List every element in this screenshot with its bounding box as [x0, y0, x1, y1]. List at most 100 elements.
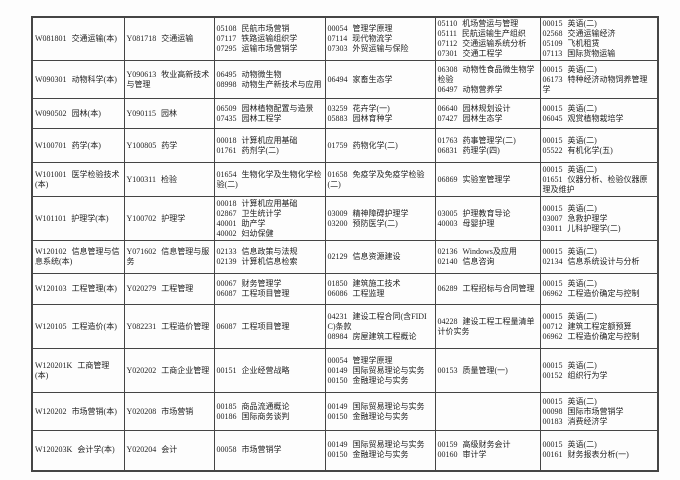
cell-session-2: 01658 免疫学及免疫学检验(二) — [324, 162, 436, 197]
course-entry: W120203K 会计学(本) — [35, 445, 122, 455]
course-entry: 00149 国际贸易理论与实务 — [328, 440, 433, 450]
course-title: 英语(二) — [567, 247, 597, 256]
cell-exam-program: Y090115 园林 — [123, 98, 215, 129]
course-code: 01651 — [542, 174, 563, 184]
course-title: 管理学原理 — [352, 355, 393, 365]
course-title: 动物科学(本) — [71, 74, 117, 84]
cell-exam-program: Y100311 检验 — [123, 162, 215, 197]
cell-session-2: 02129 信息资源建设 — [324, 240, 436, 274]
table-row: W120102 信息管理与信息系统(本) Y071602 信息管理与服务 02133 信息… — [31, 240, 659, 274]
course-code: 04228 — [437, 316, 458, 326]
cell-session-3: 03005 护理教育导论 40003 母婴护理 — [434, 196, 541, 241]
course-entry: 07427 园林生态学 — [438, 114, 538, 124]
course-entry: 00015 英语(二) — [543, 136, 656, 146]
course-title: 工商企业管理 — [161, 365, 210, 375]
course-title: 市场营销学 — [241, 445, 282, 455]
course-title: 园林 — [160, 108, 177, 118]
course-title: 药物化学(二) — [352, 140, 398, 150]
course-code: 00015 — [542, 440, 563, 450]
course-entry: 00712 建筑工程定额预算 — [543, 322, 656, 332]
cell-exam-program: Y100805 药学 — [123, 128, 215, 163]
course-code: W100701 — [35, 140, 67, 150]
course-title: 园林(本) — [71, 108, 101, 118]
course-code: 03011 — [542, 223, 563, 233]
course-code: 06509 — [216, 103, 237, 113]
course-title: 医学检验技术(本) — [35, 169, 120, 189]
cell-session-1: 00151 企业经营战略 — [213, 348, 326, 393]
course-entry: 06962 工程造价确定与控制 — [543, 332, 656, 342]
course-code: 06869 — [437, 174, 458, 184]
course-entry: Y081718 交通运输 — [127, 34, 212, 44]
course-title: 国际贸易理论与实务 — [352, 401, 425, 411]
course-code: 07435 — [216, 113, 237, 123]
course-code: 07112 — [437, 39, 458, 48]
course-entry: 00160 审计学 — [438, 450, 538, 460]
course-entry: 06869 实验室管理学 — [438, 175, 538, 185]
course-code: 40001 — [216, 218, 237, 228]
course-entry: 06495 动物微生物 — [217, 70, 323, 80]
cell-session-2: 01850 建筑施工技术 06086 工程监理 — [324, 273, 436, 305]
course-entry: 00153 质量管理(一) — [438, 366, 538, 376]
course-entry: W101001 医学检验技术(本) — [35, 170, 122, 190]
course-entry: 00015 英语(二) — [543, 279, 656, 289]
course-title: 建设工程工程量清单计价实务 — [437, 316, 535, 336]
course-title: 信息系统设计与分析 — [567, 257, 640, 266]
course-entry: Y071602 信息管理与服务 — [127, 247, 212, 267]
course-title: 药学 — [161, 140, 178, 150]
course-title: 工程管理 — [161, 284, 194, 293]
cell-session-3: 00159 高级财务会计 00160 审计学 — [434, 430, 541, 471]
course-title: 英语(二) — [567, 64, 597, 74]
course-entry: 00018 计算机应用基础 — [217, 136, 323, 146]
course-title: 动物生产新技术与应用 — [241, 79, 322, 89]
course-entry: 08984 房屋建筑工程概论 — [328, 332, 433, 342]
course-title: 妇幼保健 — [241, 228, 274, 238]
course-code: 06308 — [437, 64, 458, 74]
course-code: W120103 — [35, 284, 67, 293]
course-code: 00058 — [216, 445, 237, 455]
course-code: W101101 — [35, 213, 67, 223]
course-code: 07301 — [437, 49, 458, 58]
cell-session-3: 02136 Windows及应用 02140 信息咨询 — [434, 240, 541, 274]
course-title: 计算机应用基础 — [241, 198, 298, 208]
course-title: 铁路运输组织学 — [241, 34, 298, 43]
course-title: 金融理论与实务 — [352, 450, 409, 460]
course-title: 园林规划设计 — [462, 103, 511, 113]
course-entry: 00150 金融理论与实务 — [328, 376, 433, 386]
course-title: 观赏植物栽培学 — [567, 113, 624, 123]
course-code: 00150 — [327, 411, 348, 421]
course-entry: 06087 工程项目管理 — [217, 322, 323, 332]
course-code: 00150 — [327, 450, 348, 460]
course-entry: Y020279 工程管理 — [127, 284, 212, 294]
course-code: W120102 — [35, 247, 67, 256]
course-code: 07427 — [437, 113, 458, 123]
cell-session-3: 06640 园林规划设计 07427 园林生态学 — [434, 98, 541, 129]
course-title: 药剂学(二) — [241, 145, 279, 155]
cell-session-1: 00018 计算机应用基础 02867 卫生统计学 40001 助产学 40002 妇幼保健 — [213, 196, 326, 241]
course-title: 金融理论与实务 — [352, 411, 409, 421]
course-title: 园林育种学 — [352, 113, 393, 123]
course-entry: 40003 母婴护理 — [438, 219, 538, 229]
course-title: 英语(二) — [567, 135, 597, 145]
course-code: 00150 — [327, 375, 348, 385]
course-title: 国际市场营销学 — [567, 406, 624, 416]
course-entry: 00015 英语(二) — [543, 397, 656, 407]
course-code: Y100311 — [126, 174, 156, 184]
course-entry: 06640 园林规划设计 — [438, 104, 538, 114]
course-title: 英语(二) — [567, 164, 597, 174]
course-title: 信息资源建设 — [352, 252, 401, 261]
course-entry: 00149 国际贸易理论与实务 — [328, 402, 433, 412]
course-title: 英语(二) — [567, 360, 597, 370]
course-code: 05108 — [216, 24, 237, 33]
course-entry: 06509 园林植物配置与造景 — [217, 104, 323, 114]
course-code: 06087 — [216, 321, 237, 331]
course-entry: W120201K 工商管理(本) — [35, 361, 122, 381]
table-row: W090502 园林(本) Y090115 园林 06509 园林植物配置与造景 07435… — [31, 98, 659, 129]
course-title: Windows及应用 — [462, 247, 517, 256]
course-title: 信息管理与服务 — [126, 247, 210, 266]
course-code: 06087 — [216, 289, 237, 298]
cell-exam-program: Y071602 信息管理与服务 — [123, 240, 215, 274]
course-title: 计算机应用基础 — [241, 135, 298, 145]
cell-session-2: 00054 管理学原理 00149 国际贸易理论与实务 00150 金融理论与实务 — [324, 348, 436, 393]
course-title: 预防医学(二) — [352, 218, 398, 228]
course-entry: 00015 英语(二) — [543, 104, 656, 114]
